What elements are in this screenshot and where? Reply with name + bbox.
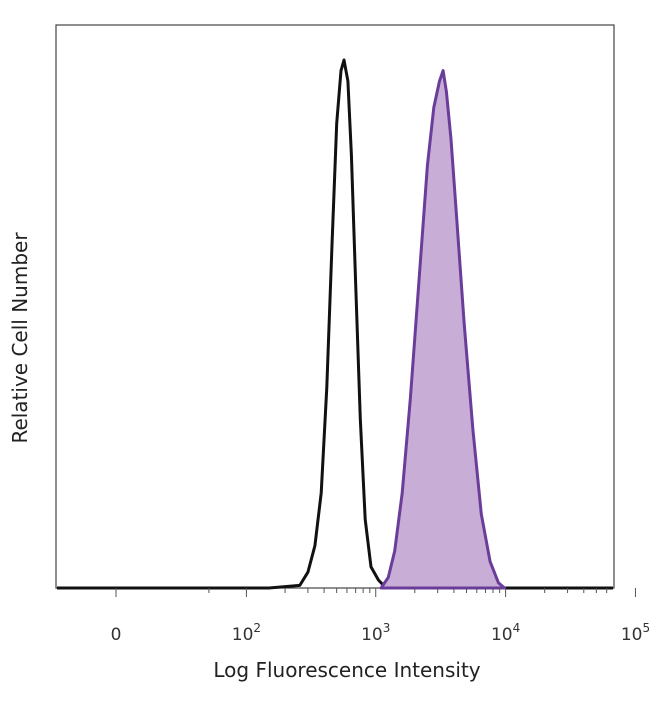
x-tick-exponent: 4 (513, 621, 521, 635)
x-axis: 0 102 103 104 105 (111, 588, 650, 645)
x-tick-label: 0 (111, 625, 122, 645)
x-tick-base: 10 (491, 625, 513, 645)
x-tick-base: 10 (232, 625, 254, 645)
plot-frame (55, 24, 615, 589)
histogram-series-2 (379, 69, 506, 590)
x-tick-exponent: 5 (642, 621, 650, 635)
x-tick-base: 10 (361, 625, 383, 645)
histogram-series-1 (57, 58, 613, 590)
series-layer (57, 58, 613, 590)
x-tick-exponent: 3 (383, 621, 391, 635)
y-axis-label: Relative Cell Number (8, 232, 32, 444)
x-tick-label: 102 (232, 621, 261, 645)
x-tick-base: 10 (621, 625, 643, 645)
x-tick-label: 104 (491, 621, 520, 645)
x-tick-base: 0 (111, 625, 122, 645)
x-tick-exponent: 2 (253, 621, 261, 635)
x-tick-label: 105 (621, 621, 650, 645)
x-tick-label: 103 (361, 621, 390, 645)
x-axis-label: Log Fluorescence Intensity (213, 658, 480, 682)
